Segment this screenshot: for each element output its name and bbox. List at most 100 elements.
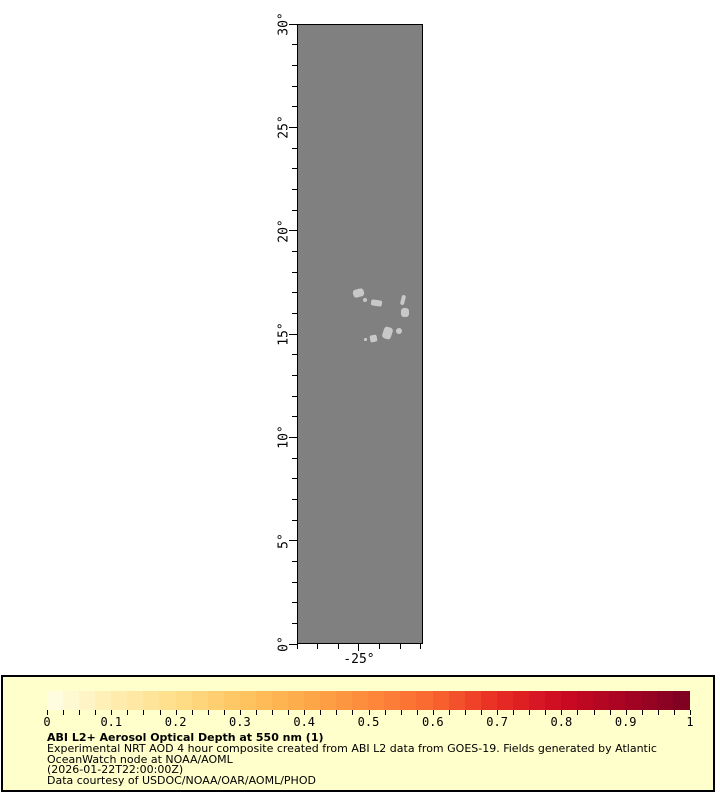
lat-tick <box>292 64 297 66</box>
colorbar-segment <box>271 691 288 710</box>
colorbar-segment <box>384 691 401 710</box>
colorbar-segment <box>239 691 256 710</box>
colorbar-tick-label: 0.8 <box>550 715 573 729</box>
lon-tick <box>358 644 360 651</box>
lat-tick <box>292 457 297 459</box>
colorbar-tick <box>159 710 161 715</box>
colorbar-segment <box>673 691 690 710</box>
lat-tick <box>292 395 297 397</box>
lat-tick <box>292 188 297 190</box>
lat-tick <box>292 416 297 418</box>
colorbar-tick <box>593 710 595 715</box>
colorbar-tick <box>255 710 257 715</box>
colorbar-segment <box>593 691 610 710</box>
colorbar-tick <box>368 710 370 715</box>
colorbar-tick <box>625 710 627 715</box>
colorbar-tick <box>207 710 209 715</box>
colorbar-tick <box>609 710 611 715</box>
legend-text: ABI L2+ Aerosol Optical Depth at 550 nm … <box>47 731 657 787</box>
colorbar-tick <box>497 710 499 715</box>
colorbar-tick <box>657 710 659 715</box>
lat-tick-label: 15° <box>276 322 292 346</box>
colorbar-segment <box>255 691 272 710</box>
colorbar-segment <box>336 691 353 710</box>
colorbar-segment <box>577 691 594 710</box>
island-landmass <box>364 338 367 341</box>
lat-tick <box>289 23 297 25</box>
colorbar-segment <box>95 691 112 710</box>
island-landmass <box>396 328 402 334</box>
colorbar-tick <box>79 710 81 715</box>
legend-box: 0 0.1 0.2 0.3 0.4 0.5 0.6 0.7 0.8 0.9 1 ABI L2+ Ae… <box>1 675 715 792</box>
island-landmass <box>381 325 394 341</box>
lat-tick-label: 25° <box>276 115 292 140</box>
lon-tick <box>296 644 298 649</box>
colorbar-tick <box>529 710 531 715</box>
colorbar-segment <box>287 691 304 710</box>
lat-tick-label: 10° <box>276 425 292 450</box>
colorbar-segment <box>175 691 192 710</box>
lon-tick <box>337 644 339 649</box>
colorbar <box>47 691 690 710</box>
colorbar-tick <box>545 710 547 715</box>
colorbar-tick <box>272 710 274 715</box>
colorbar-segment <box>512 691 529 710</box>
colorbar-tick <box>336 710 338 715</box>
lat-tick-label: 5° <box>276 532 292 549</box>
colorbar-tick <box>384 710 386 715</box>
lat-tick <box>292 354 297 356</box>
island-landmass <box>399 294 407 306</box>
lat-tick <box>292 209 297 211</box>
colorbar-segment <box>352 691 369 710</box>
lat-tick-label: 20° <box>276 218 292 243</box>
lat-tick <box>292 147 297 149</box>
legend-title: ABI L2+ Aerosol Optical Depth at 550 nm … <box>47 731 324 744</box>
lat-tick <box>292 106 297 108</box>
colorbar-tick-label: 0.7 <box>486 715 508 729</box>
colorbar-tick <box>239 710 241 715</box>
lat-tick <box>292 85 297 87</box>
colorbar-segment <box>480 691 497 710</box>
colorbar-tick <box>641 710 643 715</box>
lat-tick <box>292 312 297 314</box>
colorbar-tick <box>127 710 129 715</box>
colorbar-tick <box>400 710 402 715</box>
colorbar-tick-label: 0.9 <box>614 715 637 729</box>
island-landmass <box>401 308 409 317</box>
colorbar-tick-label: 0.5 <box>357 715 380 729</box>
colorbar-tick <box>143 710 145 715</box>
colorbar-tick-label: 0.2 <box>164 715 187 729</box>
lat-tick-label: 30° <box>276 12 292 36</box>
island-landmass <box>363 298 367 302</box>
legend-line: OceanWatch node at NOAA/AOML <box>47 752 233 766</box>
lon-tick <box>420 644 422 649</box>
colorbar-segment <box>609 691 626 710</box>
lat-tick <box>289 643 297 645</box>
colorbar-segment <box>528 691 545 710</box>
colorbar-segment <box>496 691 513 710</box>
lat-tick <box>292 271 297 273</box>
colorbar-segment <box>79 691 96 710</box>
colorbar-segment <box>47 691 64 710</box>
lat-tick <box>292 168 297 170</box>
colorbar-tick <box>416 710 418 715</box>
colorbar-tick <box>288 710 290 715</box>
colorbar-tick <box>577 710 579 715</box>
colorbar-tick <box>320 710 322 715</box>
lat-tick <box>292 519 297 521</box>
colorbar-segment <box>625 691 642 710</box>
colorbar-segment <box>561 691 578 710</box>
colorbar-tick-label: 0 <box>43 715 51 729</box>
colorbar-tick <box>175 710 177 715</box>
lat-tick-label: 0° <box>276 636 292 652</box>
colorbar-segment <box>127 691 144 710</box>
colorbar-tick <box>47 710 48 715</box>
lon-tick <box>399 644 401 649</box>
legend-line: Experimental NRT AOD 4 hour composite cr… <box>47 741 657 755</box>
lat-tick <box>292 560 297 562</box>
lat-tick <box>289 540 297 542</box>
colorbar-tick-label: 0.4 <box>293 715 316 729</box>
colorbar-segment <box>432 691 449 710</box>
colorbar-tick-label: 1 <box>686 715 694 729</box>
